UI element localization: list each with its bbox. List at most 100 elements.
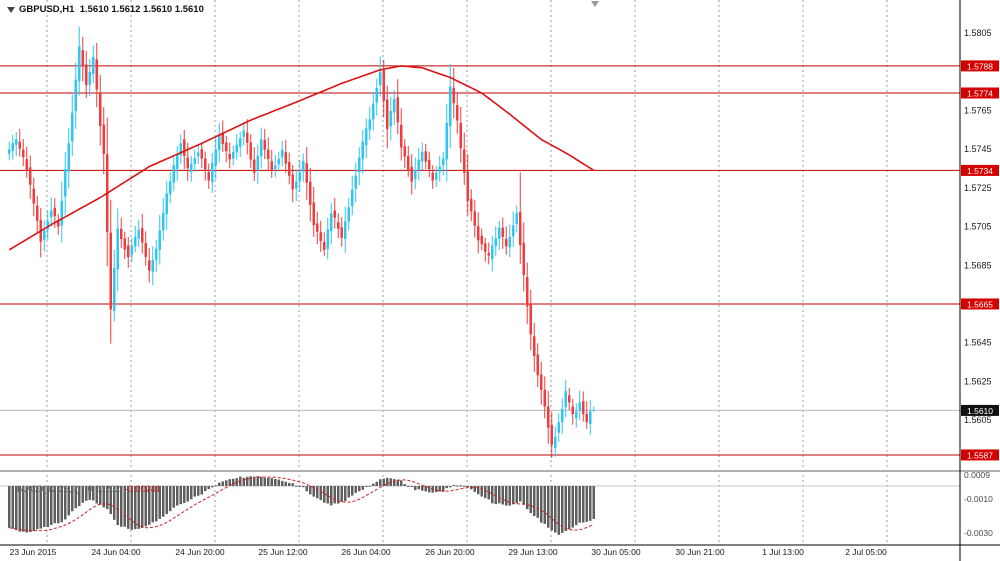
candle-body (470, 198, 473, 212)
candle-body (113, 267, 116, 311)
macd-bar (190, 486, 193, 500)
candle-body (578, 402, 581, 411)
macd-bar (540, 486, 543, 523)
candle-body (134, 236, 137, 247)
macd-bar (568, 486, 571, 530)
candle-body (235, 144, 238, 153)
macd-bar (414, 486, 417, 491)
candle-body (330, 213, 333, 232)
macd-bar (218, 482, 221, 486)
price-tick-label: 1.5805 (964, 28, 992, 38)
macd-bar (109, 486, 112, 515)
macd-bar (477, 486, 480, 495)
candle-body (25, 159, 28, 170)
candle-body (347, 207, 350, 222)
candle-body (253, 159, 256, 173)
candle-body (43, 230, 46, 240)
candle-body (557, 422, 560, 433)
candle-body (372, 103, 375, 120)
candle-body (540, 374, 543, 390)
time-axis-label: 24 Jun 04:00 (91, 547, 140, 557)
macd-bar (106, 486, 109, 510)
macd-bar (512, 486, 515, 505)
macd-bar (221, 481, 224, 486)
candle-body (11, 143, 14, 151)
macd-bar (295, 485, 298, 487)
candle-body (473, 211, 476, 226)
macd-bar (155, 486, 158, 522)
candle-body (78, 46, 81, 82)
macd-bar (193, 486, 196, 497)
macd-bar (120, 486, 123, 527)
macd-bar (442, 486, 445, 492)
macd-bar (487, 486, 490, 500)
macd-bar (302, 486, 305, 488)
macd-bar (179, 486, 182, 505)
macd-bar (351, 486, 354, 496)
macd-bar (8, 486, 11, 528)
symbol-ohlc-label: GBPUSD,H1 1.5610 1.5612 1.5610 1.5610 (7, 4, 204, 15)
candle-body (225, 142, 228, 152)
macd-bar (417, 486, 420, 490)
candle-body (151, 259, 154, 272)
candle-body (547, 406, 550, 428)
candle-body (435, 172, 438, 180)
macd-bar (323, 486, 326, 503)
time-axis[interactable]: 23 Jun 2015 24 Jun 04:00 24 Jun 20:00 25 Ju… (10, 547, 887, 557)
candle-body (505, 238, 508, 247)
macd-bar (298, 486, 301, 487)
macd-bar (246, 476, 249, 486)
candle-body (50, 210, 53, 218)
candle-body (249, 142, 252, 160)
candle-body (277, 158, 280, 165)
macd-bar (452, 485, 455, 487)
macd-bar (151, 486, 154, 523)
candle-body (270, 161, 273, 171)
macd-bar (410, 486, 413, 487)
macd-bar (102, 486, 105, 508)
time-axis-label: 23 Jun 2015 (10, 547, 57, 557)
candle-body (288, 161, 291, 176)
candle-body (46, 221, 49, 230)
macd-axis[interactable]: 0.0009 -0.0010 -0.0030 (964, 470, 993, 538)
candle-body (221, 132, 224, 144)
candle-body (351, 189, 354, 207)
candle-body (554, 436, 557, 449)
macd-bar (15, 486, 18, 531)
macd-name: MACD(12,26,9) (17, 484, 80, 494)
candle-body (585, 413, 588, 423)
macd-bar (172, 486, 175, 508)
moving-average-line (8, 65, 595, 251)
candle-body (71, 112, 74, 142)
macd-bar (396, 479, 399, 486)
macd-bar (130, 486, 133, 530)
macd-bar (375, 481, 378, 486)
candle-body (116, 228, 119, 270)
day-separators (46, 0, 888, 545)
candle-body (312, 202, 315, 226)
candle-body (53, 207, 56, 217)
candle-body (85, 64, 88, 86)
macd-indicator-label: MACD(12,26,9) -0.00202 -0.00241 (7, 474, 161, 504)
price-tag (961, 449, 999, 461)
macd-bar (288, 482, 291, 486)
macd-bar (480, 486, 483, 497)
candle-body (400, 124, 403, 148)
macd-bar (354, 486, 357, 493)
candle-body (204, 158, 207, 170)
chart-shift-marker-icon[interactable] (591, 1, 599, 7)
macd-bar (344, 486, 347, 502)
price-axis[interactable]: 1.5805 1.5765 1.5745 1.5725 1.5705 1.5685 1.56… (961, 28, 999, 461)
time-axis-label: 2 Jul 05:00 (845, 547, 887, 557)
candle-body (309, 181, 312, 205)
macd-bar (386, 477, 389, 486)
macd-axis-label: -0.0030 (964, 528, 993, 538)
macd-main-value: -0.00202 (84, 484, 121, 494)
macd-bar (575, 486, 578, 526)
macd-bar (466, 486, 469, 488)
candle-body (295, 181, 298, 189)
macd-bar (571, 486, 574, 528)
macd-bar (438, 486, 441, 492)
macd-bar (582, 486, 585, 523)
